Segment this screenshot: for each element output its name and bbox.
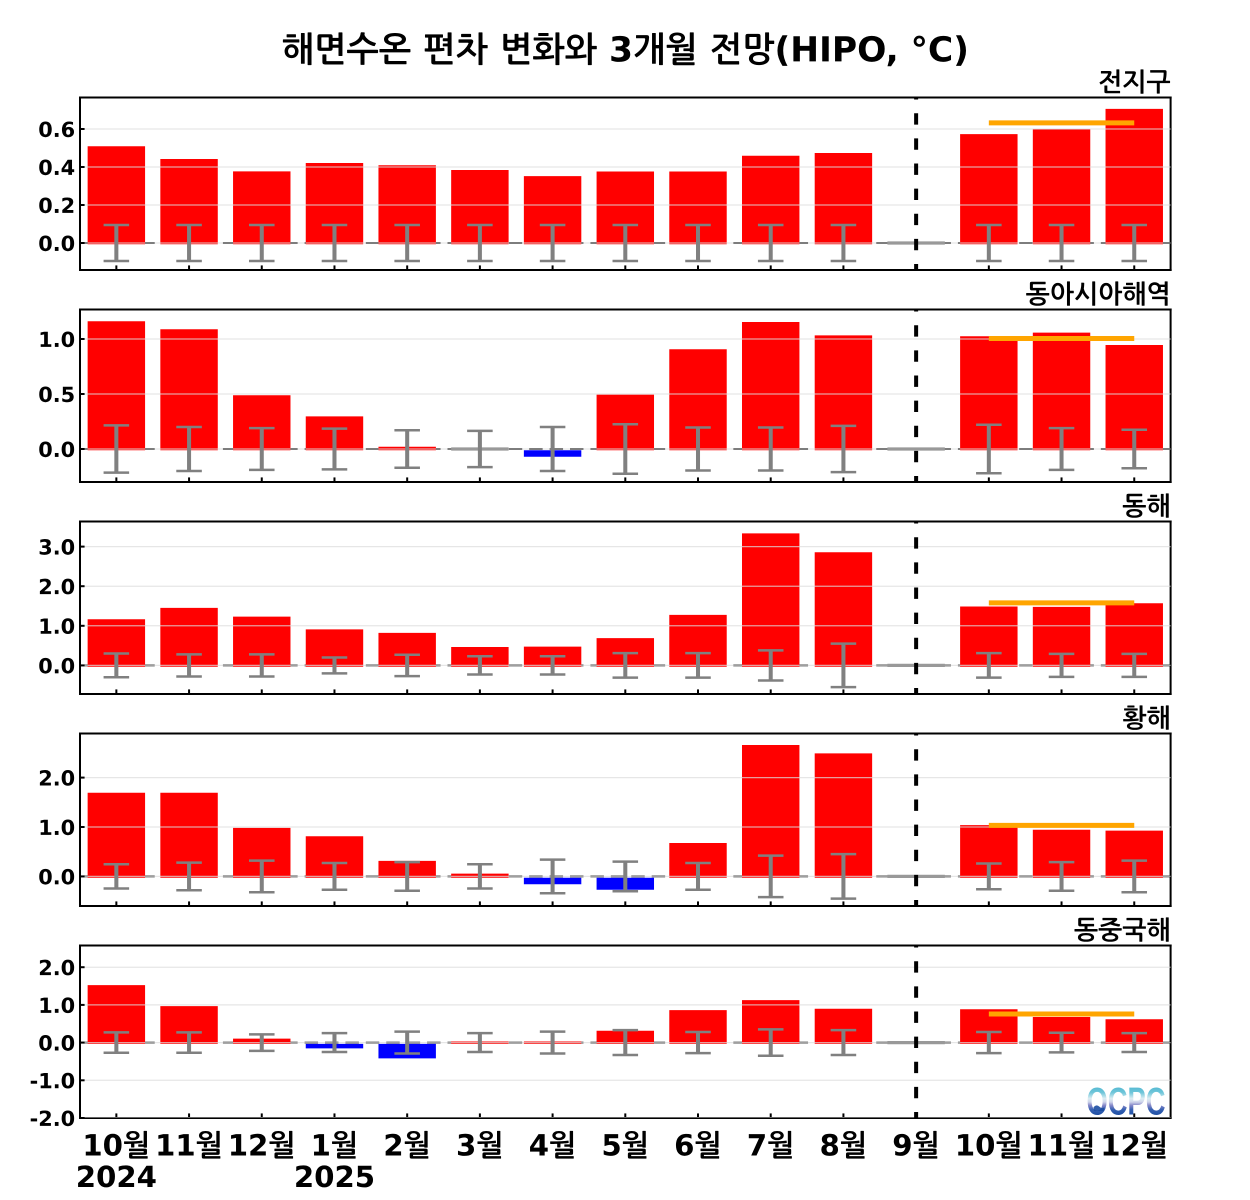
svg-text:OCPC: OCPC <box>1087 1085 1166 1121</box>
